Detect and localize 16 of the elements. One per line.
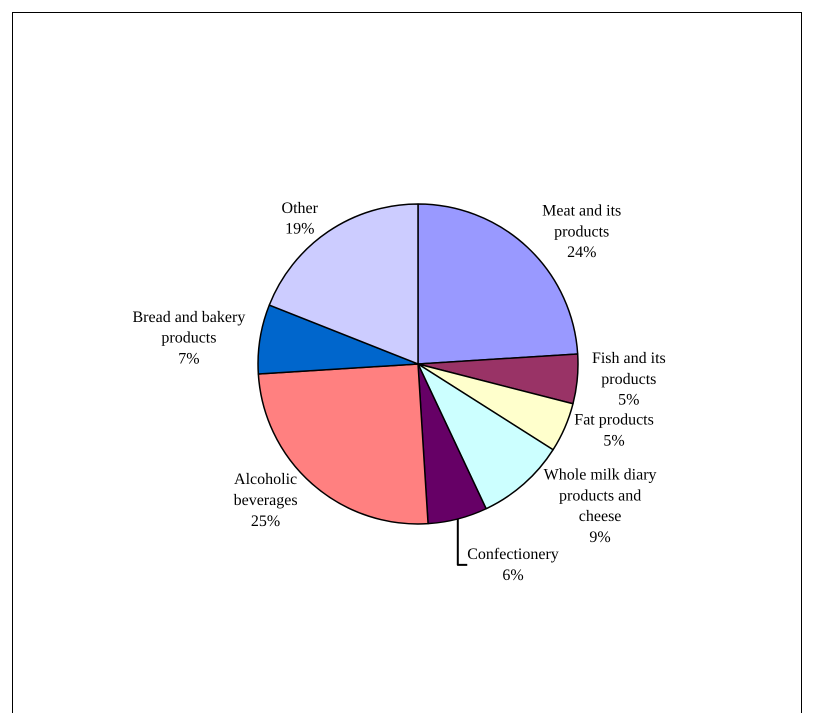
data-label: 7% <box>178 350 200 368</box>
slice-label: Bread and bakery products <box>132 308 246 347</box>
slice-label: Meat and its products <box>542 202 622 240</box>
data-label: 19% <box>285 220 314 238</box>
slice-label: Alcoholic beverages <box>234 471 298 509</box>
data-label: 9% <box>589 529 611 546</box>
data-label: 6% <box>502 566 524 584</box>
slice-label: Confectionery <box>467 546 559 564</box>
slice-label: Whole milk diary products and cheese <box>544 466 657 526</box>
data-label: 5% <box>603 432 625 450</box>
slice-label: Other <box>282 200 319 217</box>
slice-label: Fat products <box>574 412 654 429</box>
slice-label: Fish and its products <box>592 350 666 388</box>
data-label: 5% <box>618 392 640 409</box>
data-label: 24% <box>567 244 596 262</box>
data-label: 25% <box>250 512 280 530</box>
